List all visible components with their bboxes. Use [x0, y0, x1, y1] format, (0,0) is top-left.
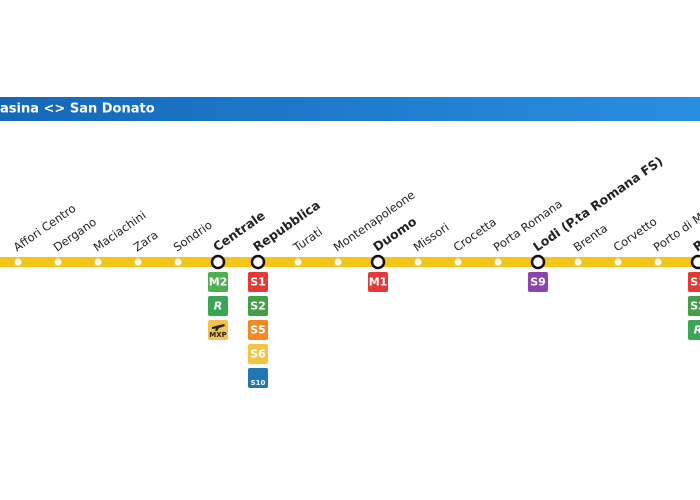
line-badge: [688, 272, 700, 292]
line-badge: [208, 272, 228, 292]
badge-label: S5: [250, 324, 266, 337]
station-label: Repubblica: [250, 197, 323, 254]
line-badge: [248, 320, 268, 340]
line-badge: [528, 272, 548, 292]
line-badge: [688, 320, 700, 340]
stop: [53, 257, 63, 267]
badge-label: S10: [251, 379, 266, 387]
stop: [93, 257, 103, 267]
station-label: Crocetta: [451, 215, 499, 255]
badge-label: R: [694, 324, 700, 337]
interchange-stop: [690, 254, 700, 270]
badge-label: S1: [690, 276, 700, 289]
badge-label: S2: [250, 300, 266, 313]
interchange-stop: [250, 254, 266, 270]
stop: [453, 257, 463, 267]
header-bar: [0, 97, 700, 121]
station-label: Turati: [290, 224, 325, 254]
stop: [413, 257, 423, 267]
plane-icon: [212, 324, 225, 331]
stop: [13, 257, 23, 267]
badge-label: R: [214, 300, 222, 313]
line-badge: [248, 272, 268, 292]
station-label: Zara: [131, 228, 161, 255]
line-track: [0, 257, 700, 267]
line-badge: [248, 344, 268, 364]
stop: [653, 257, 663, 267]
line-badge: [248, 296, 268, 316]
stop: [133, 257, 143, 267]
line-badge: [208, 296, 228, 316]
badge-label: M1: [369, 276, 388, 289]
badge-label: S2: [690, 300, 700, 313]
line-badge: [688, 296, 700, 316]
station-label: Sondrio: [171, 218, 215, 255]
station-label: R: [690, 236, 700, 254]
line-badge: [248, 368, 268, 388]
station-label: Corvetto: [611, 214, 660, 254]
badge-label: M2: [209, 276, 228, 289]
badge-label: S9: [530, 276, 546, 289]
line-badge: [368, 272, 388, 292]
badge-label: S1: [250, 276, 266, 289]
station-label: Porto di M: [651, 210, 700, 254]
badge-label: S6: [250, 348, 266, 361]
stop: [493, 257, 503, 267]
stop: [333, 257, 343, 267]
stop: [293, 257, 303, 267]
interchange-stop: [210, 254, 226, 270]
interchange-stop: [530, 254, 546, 270]
stop: [173, 257, 183, 267]
badge-label: MXP: [209, 331, 227, 339]
interchange-stop: [370, 254, 386, 270]
stop: [573, 257, 583, 267]
stop: [613, 257, 623, 267]
header-title: asina <> San Donato: [0, 102, 155, 117]
